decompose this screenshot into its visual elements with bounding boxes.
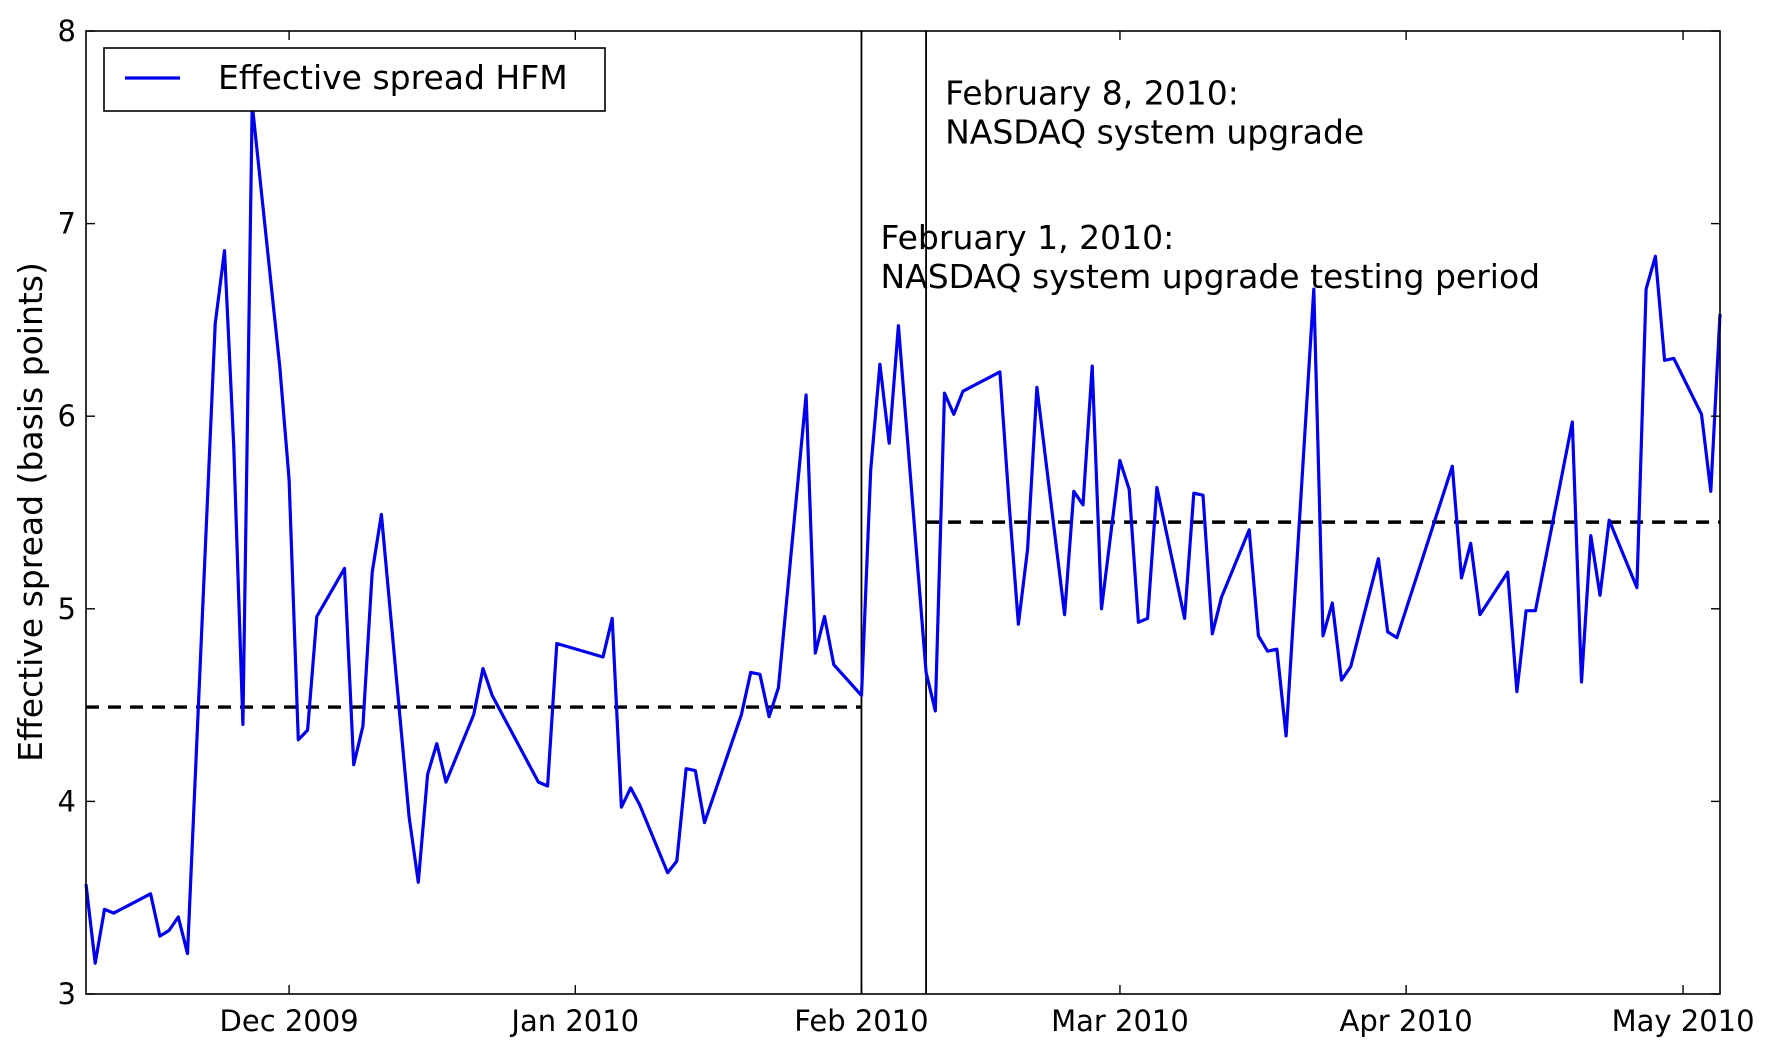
annotation-line: NASDAQ system upgrade: [945, 113, 1364, 152]
legend-label: Effective spread HFM: [218, 58, 568, 97]
y-tick-label: 4: [58, 784, 76, 818]
annotation-2: February 1, 2010: NASDAQ system upgrade t…: [880, 218, 1540, 296]
y-axis-ticks: 3 4 5 6 7 8: [58, 14, 1720, 1011]
x-tick-label: Apr 2010: [1340, 1004, 1473, 1038]
x-tick-label: Jan 2010: [509, 1004, 639, 1038]
x-tick-label: Feb 2010: [794, 1004, 928, 1038]
y-tick-label: 3: [58, 977, 76, 1011]
annotation-line: NASDAQ system upgrade testing period: [880, 257, 1540, 296]
x-tick-label: Dec 2009: [220, 1004, 359, 1038]
annotation-1: February 8, 2010: NASDAQ system upgrade: [945, 74, 1364, 152]
legend-box: [103, 47, 606, 112]
y-tick-label: 5: [58, 592, 76, 626]
legend: Effective spread HFM: [103, 47, 606, 112]
x-tick-label: May 2010: [1612, 1004, 1755, 1038]
annotations: February 8, 2010: NASDAQ system upgradeFe…: [880, 74, 1540, 296]
y-axis-title: Effective spread (basis points): [11, 262, 50, 762]
y-tick-label: 6: [58, 399, 76, 433]
mean-lines: [86, 520, 1720, 709]
plot-background: [86, 31, 1720, 994]
annotation-line: February 1, 2010:: [880, 218, 1174, 257]
x-tick-label: Mar 2010: [1051, 1004, 1189, 1038]
y-tick-label: 8: [58, 14, 76, 48]
x-axis-ticks: Dec 2009 Jan 2010 Feb 2010 Mar 2010 Apr 2010…: [220, 31, 1755, 1038]
annotation-line: February 8, 2010:: [945, 74, 1239, 113]
event-vertical-lines: [860, 31, 927, 994]
series-line-effective-spread-hfm: [84, 102, 1722, 965]
plot-frame: [85, 30, 1721, 995]
y-tick-label: 7: [58, 207, 76, 241]
